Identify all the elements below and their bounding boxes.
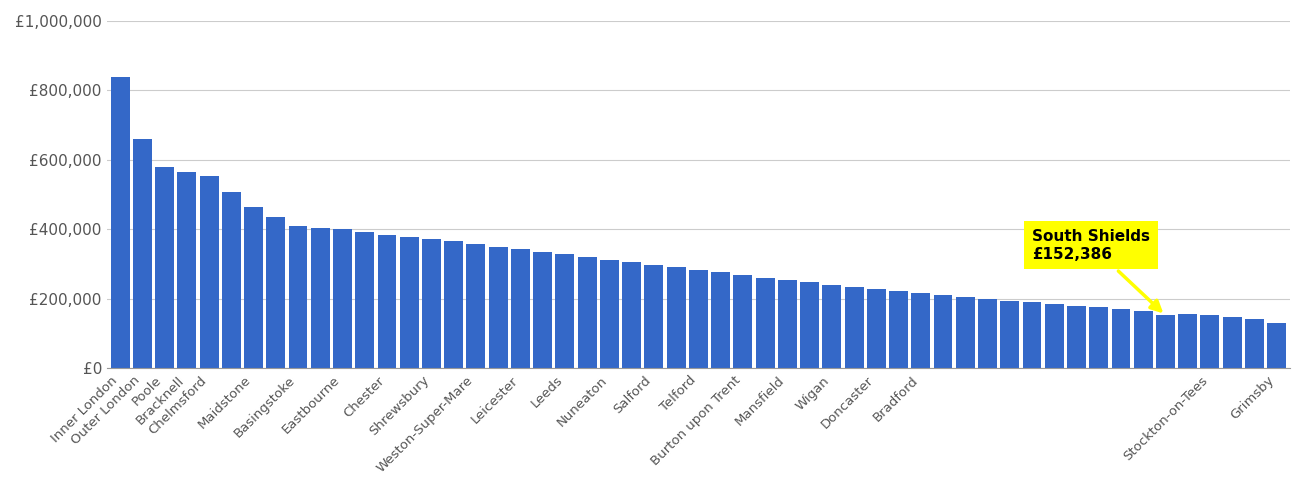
Bar: [622, 262, 641, 368]
Bar: [889, 291, 908, 368]
Bar: [977, 299, 997, 368]
Text: South Shields
£152,386: South Shields £152,386: [1032, 229, 1160, 311]
Bar: [955, 297, 975, 368]
Bar: [288, 226, 308, 368]
Bar: [1156, 316, 1174, 368]
Bar: [1201, 316, 1219, 368]
Bar: [1223, 317, 1241, 368]
Bar: [844, 287, 864, 368]
Bar: [444, 242, 463, 368]
Bar: [1045, 304, 1064, 368]
Bar: [534, 252, 552, 368]
Bar: [667, 267, 685, 368]
Bar: [733, 275, 752, 368]
Bar: [822, 285, 842, 368]
Bar: [266, 217, 286, 368]
Bar: [1001, 300, 1019, 368]
Bar: [1090, 307, 1108, 368]
Bar: [600, 260, 619, 368]
Bar: [155, 167, 174, 368]
Bar: [244, 207, 264, 368]
Bar: [422, 239, 441, 368]
Bar: [1267, 323, 1287, 368]
Bar: [512, 249, 530, 368]
Bar: [800, 282, 820, 368]
Bar: [355, 232, 375, 368]
Bar: [1023, 302, 1041, 368]
Bar: [466, 244, 485, 368]
Bar: [1178, 314, 1197, 368]
Bar: [1245, 318, 1263, 368]
Bar: [200, 175, 218, 368]
Bar: [756, 278, 775, 368]
Bar: [222, 192, 240, 368]
Bar: [1067, 306, 1086, 368]
Bar: [1134, 311, 1152, 368]
Bar: [333, 229, 352, 368]
Bar: [778, 280, 797, 368]
Bar: [645, 265, 663, 368]
Bar: [578, 257, 596, 368]
Bar: [933, 295, 953, 368]
Bar: [867, 289, 886, 368]
Bar: [911, 293, 930, 368]
Bar: [399, 237, 419, 368]
Bar: [177, 172, 196, 368]
Bar: [489, 246, 508, 368]
Bar: [111, 76, 129, 368]
Bar: [711, 272, 729, 368]
Bar: [556, 254, 574, 368]
Bar: [1112, 309, 1130, 368]
Bar: [133, 139, 151, 368]
Bar: [377, 235, 397, 368]
Bar: [689, 270, 707, 368]
Bar: [311, 228, 330, 368]
